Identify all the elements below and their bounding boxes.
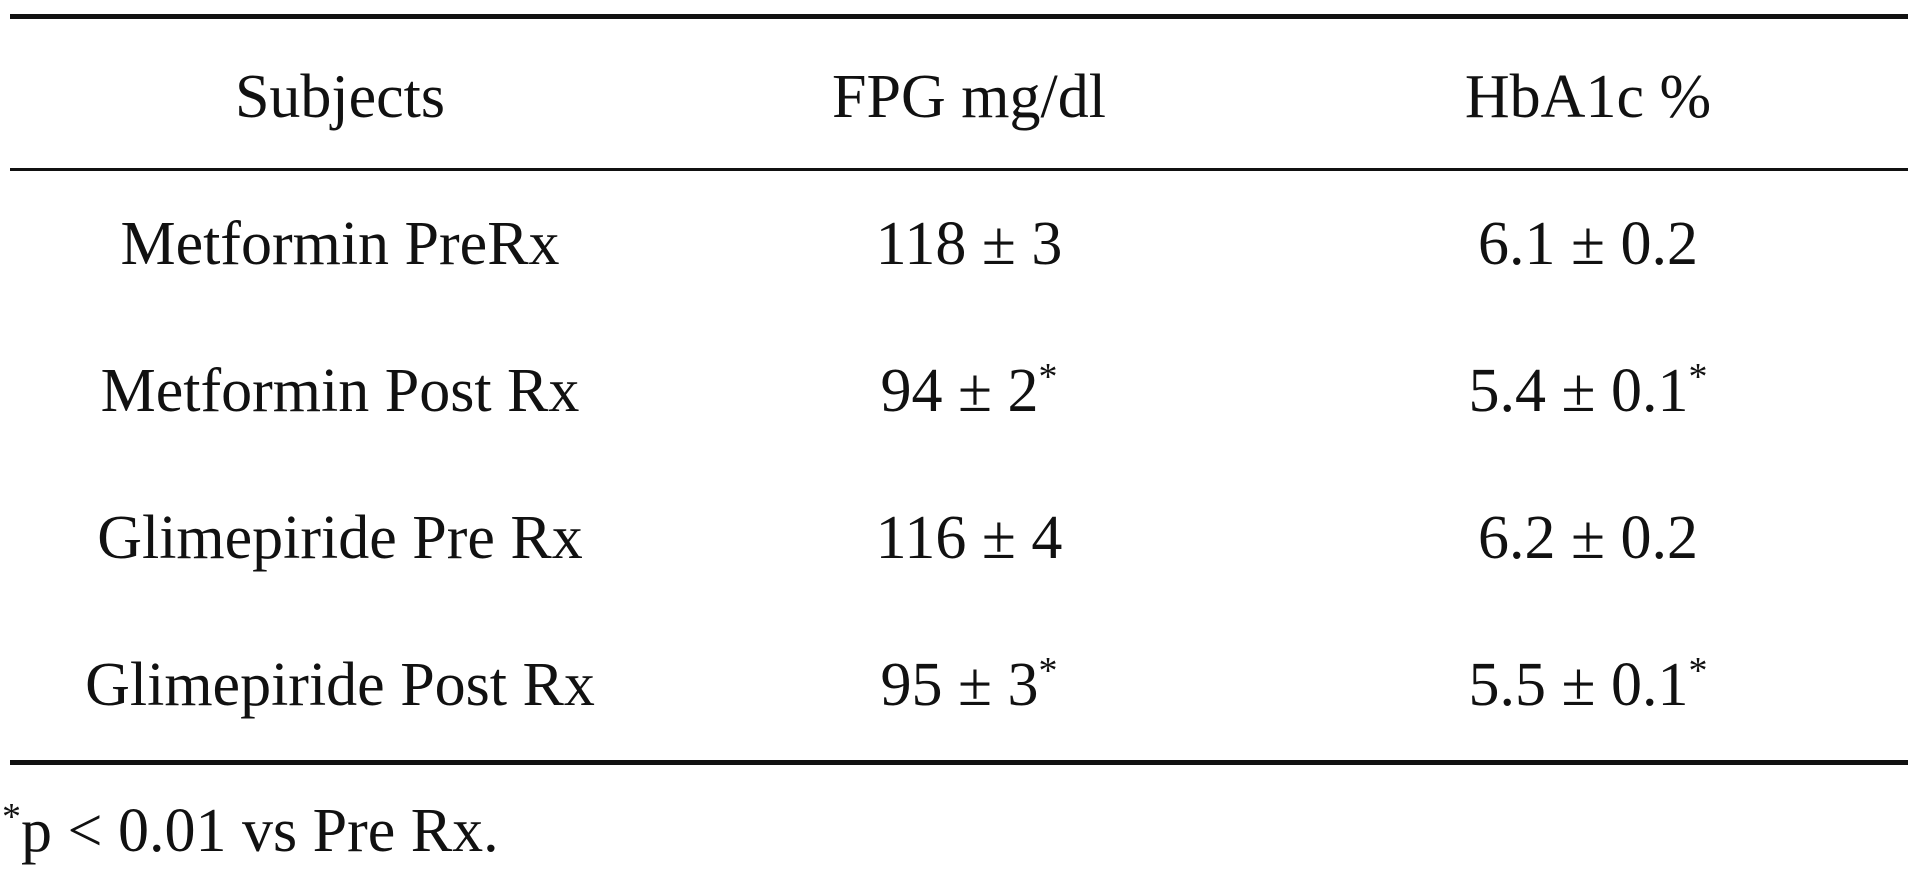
column-header-fpg: FPG mg/dl (832, 63, 1106, 131)
table-top-rule (10, 14, 1908, 19)
row-3-fpg-value: 116 ± 4 (875, 504, 1063, 572)
row-4-subject: Glimepiride Post Rx (85, 651, 595, 719)
row-2-fpg-cell: 94 ± 2* (649, 357, 1289, 425)
row-2-subject: Metformin Post Rx (100, 357, 580, 425)
row-1-hba1c-value: 6.1 ± 0.2 (1477, 210, 1699, 278)
row-2-hba1c-value: 5.4 ± 0.1 (1468, 357, 1689, 425)
row-2-hba1c-significance-mark: * (1688, 356, 1708, 398)
table-footnote: *p < 0.01 vs Pre Rx. (2, 797, 499, 865)
table-bottom-rule (10, 760, 1908, 765)
row-4-fpg-cell: 95 ± 3* (649, 651, 1289, 719)
row-4-fpg-significance-mark: * (1038, 650, 1058, 692)
row-3-hba1c-cell: 6.2 ± 0.2 (1268, 507, 1908, 569)
row-1-fpg-cell: 118 ± 3 (649, 213, 1289, 275)
column-header-hba1c: HbA1c % (1464, 63, 1712, 131)
row-2-hba1c-cell: 5.4 ± 0.1* (1268, 357, 1908, 425)
row-4-hba1c-value: 5.5 ± 0.1 (1468, 651, 1689, 719)
column-header-subjects: Subjects (234, 63, 446, 131)
row-4-fpg-value: 95 ± 3 (880, 651, 1039, 719)
row-2-fpg-value: 94 ± 2 (880, 357, 1039, 425)
row-1-subject: Metformin PreRx (120, 210, 560, 278)
row-4-hba1c-significance-mark: * (1688, 650, 1708, 692)
footnote-mark: * (2, 796, 21, 838)
row-2-fpg-significance-mark: * (1038, 356, 1058, 398)
row-3-hba1c-value: 6.2 ± 0.2 (1477, 504, 1699, 572)
row-1-hba1c-cell: 6.1 ± 0.2 (1268, 213, 1908, 275)
footnote-text: p < 0.01 vs Pre Rx. (21, 797, 499, 865)
row-3-subject: Glimepiride Pre Rx (97, 504, 583, 572)
row-1-fpg-value: 118 ± 3 (875, 210, 1063, 278)
row-3-fpg-cell: 116 ± 4 (649, 507, 1289, 569)
row-4-hba1c-cell: 5.5 ± 0.1* (1268, 651, 1908, 719)
header-divider-rule (10, 168, 1908, 171)
